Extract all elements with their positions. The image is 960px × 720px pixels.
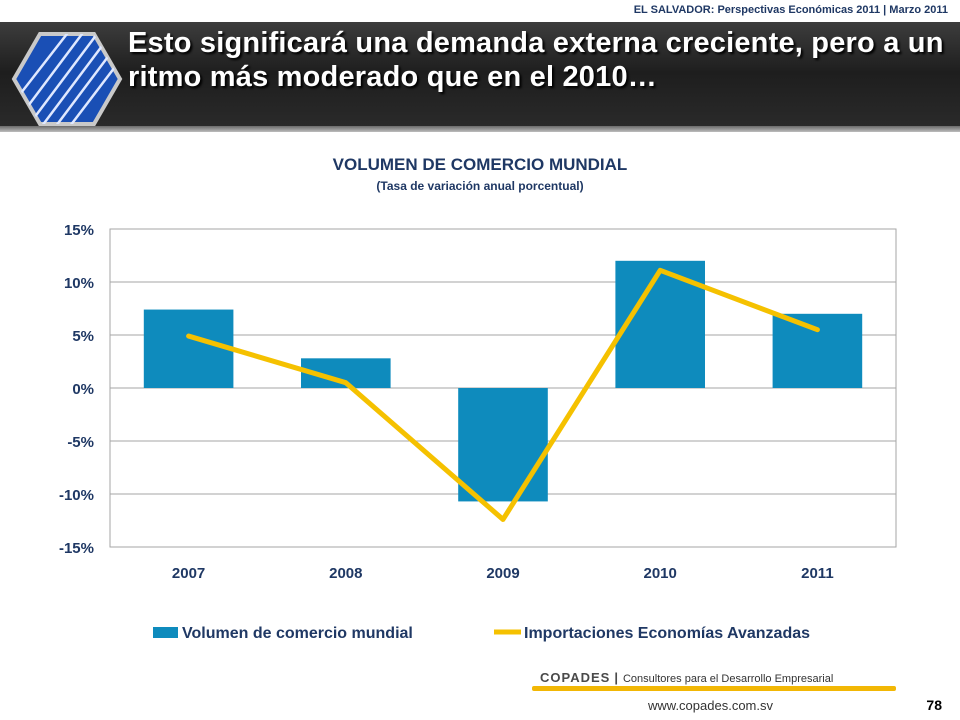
footer-accent-line: [532, 686, 896, 691]
presentation-caption: EL SALVADOR: Perspectivas Económicas 201…: [633, 4, 948, 16]
website-link[interactable]: www.copades.com.sv: [648, 698, 773, 713]
y-tick-label: -5%: [67, 434, 94, 451]
bar-2007: [143, 309, 234, 388]
slide-title: Esto significará una demanda externa cre…: [128, 27, 944, 93]
y-tick-label: -10%: [59, 487, 94, 504]
trade-volume-chart: VOLUMEN DE COMERCIO MUNDIAL (Tasa de var…: [59, 155, 897, 642]
y-tick-label: 15%: [64, 222, 94, 239]
bar-2011: [772, 313, 863, 388]
brand-name: COPADES: [540, 670, 611, 685]
line-point-2007: [188, 335, 190, 337]
chart-title: VOLUMEN DE COMERCIO MUNDIAL: [333, 155, 628, 174]
legend-swatch-bar: [153, 627, 178, 638]
legend-label-bar: Volumen de comercio mundial: [182, 625, 413, 642]
line-point-2011: [816, 329, 818, 331]
x-tick-label: 2011: [801, 565, 834, 582]
y-tick-label: -15%: [59, 540, 94, 557]
x-tick-label: 2007: [172, 565, 205, 582]
bar-2009: [458, 388, 548, 502]
line-point-2010: [659, 269, 661, 271]
footer-brand: COPADES | Consultores para el Desarrollo E…: [540, 670, 833, 685]
y-tick-label: 10%: [64, 275, 94, 292]
y-tick-label: 5%: [72, 328, 94, 345]
line-point-2008: [345, 382, 347, 384]
brand-tagline: Consultores para el Desarrollo Empresari…: [622, 673, 834, 685]
header-bar: [0, 0, 960, 132]
top-strip: EL SALVADOR: Perspectivas Económicas 201…: [0, 0, 960, 22]
brand-separator: |: [614, 670, 619, 685]
chart-subtitle: (Tasa de variación anual porcentual): [376, 179, 583, 193]
y-tick-label: 0%: [72, 381, 94, 398]
copades-logo-icon: [11, 32, 123, 126]
page-number: 78: [926, 697, 942, 713]
line-point-2009: [502, 518, 504, 520]
legend-label-line: Importaciones Economías Avanzadas: [524, 625, 810, 642]
x-tick-label: 2010: [644, 565, 677, 582]
x-tick-label: 2009: [486, 565, 519, 582]
x-tick-label: 2008: [329, 565, 362, 582]
